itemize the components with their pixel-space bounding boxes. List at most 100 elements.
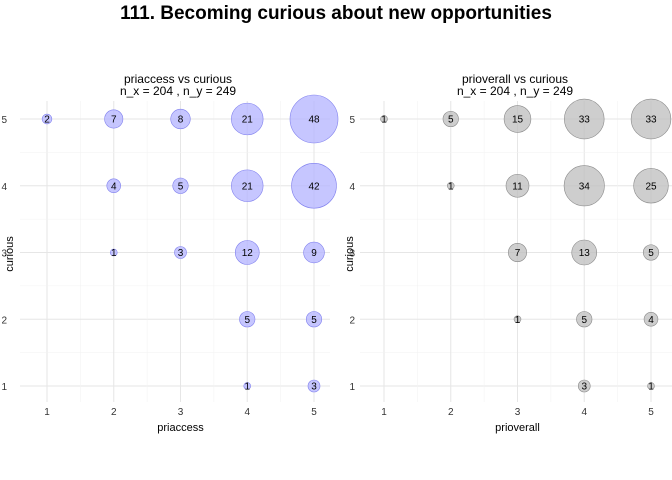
- panel-subtitle: n_x = 204 , n_y = 249: [120, 84, 236, 98]
- panel-title: prioverall vs curious: [462, 72, 568, 86]
- bubble: [564, 98, 605, 140]
- bubble-count-label: 2: [44, 115, 50, 126]
- bubble-count-label: 21: [242, 115, 254, 126]
- x-tick-label: 2: [448, 407, 454, 418]
- bubble-count-label: 13: [579, 248, 591, 259]
- bubble: [174, 246, 187, 259]
- page-title: 111. Becoming curious about new opportun…: [120, 3, 552, 24]
- bubble: [576, 311, 593, 328]
- y-tick-label: 5: [349, 115, 355, 126]
- bubble: [231, 169, 264, 202]
- bubble: [231, 102, 264, 136]
- bubble-count-label: 11: [512, 181, 523, 192]
- bubble-count-label: 4: [111, 181, 117, 192]
- bubble-count-label: 1: [111, 248, 117, 259]
- bubble: [109, 248, 118, 257]
- x-tick-label: 4: [244, 407, 250, 418]
- bubble: [633, 168, 669, 204]
- bubble: [104, 109, 124, 129]
- bubble: [307, 379, 321, 393]
- bubble-count-label: 5: [178, 181, 184, 192]
- bubble-count-label: 8: [178, 115, 184, 126]
- bubble-count-label: 7: [515, 248, 521, 259]
- bubble-count-label: 5: [244, 315, 250, 326]
- x-tick-label: 5: [648, 407, 654, 418]
- y-tick-label: 5: [1, 115, 7, 126]
- bubble: [571, 239, 598, 266]
- bubble: [513, 315, 522, 324]
- bubble-count-label: 25: [645, 181, 657, 192]
- bubble-count-label: 7: [111, 115, 117, 126]
- bubble: [442, 110, 459, 128]
- panel-title: priaccess vs curious: [124, 72, 232, 86]
- x-tick-label: 3: [178, 407, 184, 418]
- bubble: [643, 312, 659, 327]
- bubble: [642, 244, 660, 261]
- bubble: [172, 177, 189, 194]
- bubble-count-label: 3: [311, 382, 317, 393]
- x-tick-label: 5: [311, 407, 317, 418]
- y-tick-label: 1: [1, 382, 7, 393]
- grid: [360, 101, 672, 402]
- bubble: [508, 243, 527, 262]
- x-axis-label: priaccess: [157, 422, 204, 434]
- bubble: [305, 311, 323, 328]
- y-axis-label: curious: [344, 236, 356, 272]
- x-tick-label: 2: [111, 407, 117, 418]
- y-tick-label: 3: [1, 249, 7, 260]
- bubble: [446, 181, 455, 190]
- y-tick-label: 2: [1, 315, 7, 326]
- bubble-count-label: 5: [648, 248, 654, 259]
- bubble: [380, 115, 388, 123]
- panel-subtitle: n_x = 204 , n_y = 249: [457, 84, 573, 98]
- bubble: [577, 379, 591, 393]
- bubble: [563, 165, 605, 207]
- bubble-count-label: 12: [242, 248, 254, 259]
- y-tick-label: 2: [349, 315, 355, 326]
- bubble-count-label: 21: [242, 181, 254, 192]
- bubble-count-label: 1: [515, 315, 521, 326]
- bubble-count-label: 33: [579, 115, 591, 126]
- bubble: [106, 178, 121, 193]
- y-tick-label: 1: [349, 382, 355, 393]
- bubble-count-label: 42: [308, 181, 320, 192]
- y-tick-label: 3: [349, 249, 355, 260]
- x-tick-label: 1: [381, 407, 387, 418]
- x-tick-label: 1: [44, 407, 50, 418]
- bubble: [630, 98, 672, 140]
- bubble-count-label: 5: [448, 115, 454, 126]
- bubble: [503, 105, 532, 133]
- x-tick-label: 3: [515, 407, 521, 418]
- bubble-count-label: 34: [579, 181, 591, 192]
- bubble-count-label: 3: [178, 248, 184, 259]
- bubble: [41, 113, 53, 125]
- bubble-count-label: 15: [512, 115, 524, 126]
- bubble: [505, 173, 530, 198]
- bubble-count-label: 1: [448, 181, 454, 192]
- bubble: [647, 382, 655, 390]
- bubble-count-label: 5: [581, 315, 587, 326]
- bubble: [289, 94, 339, 144]
- bubble-count-label: 5: [311, 315, 317, 326]
- y-axis-label: curious: [4, 236, 16, 272]
- x-axis-label: prioverall: [495, 422, 540, 434]
- bubble-count-label: 3: [581, 382, 587, 393]
- bubble: [234, 240, 260, 265]
- bubble-count-label: 1: [381, 115, 387, 126]
- y-tick-label: 4: [349, 182, 355, 193]
- bubble-count-label: 4: [648, 315, 654, 326]
- x-tick-label: 4: [581, 407, 587, 418]
- bubble: [291, 163, 337, 209]
- bubble: [243, 382, 252, 390]
- bubble: [303, 241, 325, 264]
- bubble: [239, 311, 256, 328]
- bubble-count-label: 9: [311, 248, 317, 259]
- bubble-count-label: 48: [308, 115, 320, 126]
- y-tick-label: 4: [1, 182, 7, 193]
- bubble: [170, 108, 191, 130]
- bubble-count-label: 33: [645, 115, 657, 126]
- bubble-count-label: 1: [244, 382, 250, 393]
